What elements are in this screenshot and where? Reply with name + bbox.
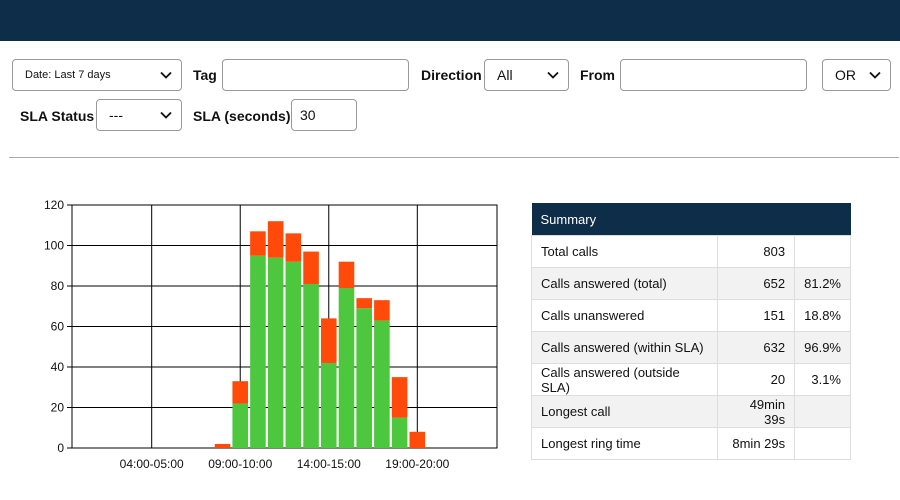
table-row: Calls unanswered 151 18.8%: [531, 299, 851, 332]
row-label: Longest ring time: [531, 427, 718, 460]
direction-select[interactable]: All: [484, 59, 569, 91]
plot-frame: [71, 204, 498, 449]
filter-panel: Date: Last 7 days Tag Direction All From…: [0, 41, 900, 161]
date-range-value: Date: Last 7 days: [25, 69, 159, 81]
bar-within-sla: [285, 261, 302, 448]
bar-outside-sla: [232, 381, 249, 404]
tag-label: Tag: [193, 67, 217, 83]
y-tick-label: 20: [51, 401, 65, 415]
table-row: Total calls 803: [531, 235, 851, 268]
logic-select[interactable]: OR: [822, 59, 891, 91]
row-label: Calls answered (total): [531, 267, 718, 300]
bar-outside-sla: [409, 431, 426, 448]
summary-title: Summary: [531, 203, 851, 236]
bar-outside-sla: [338, 261, 355, 289]
chevron-down-icon: [868, 68, 882, 82]
chevron-down-icon: [159, 68, 173, 82]
row-percent: 18.8%: [794, 299, 851, 332]
sla-status-value: ---: [109, 107, 123, 123]
table-row: Longest ring time 8min 29s: [531, 427, 851, 460]
from-label: From: [580, 67, 615, 83]
calls-chart: 0 20 40 60 80 100 120 04:00-05:00 09:00-10:00 14:…: [30, 195, 510, 485]
bar-outside-sla: [250, 231, 266, 256]
bar-within-sla: [374, 320, 390, 448]
row-label: Calls answered (within SLA): [531, 331, 718, 364]
top-bar: [0, 0, 900, 41]
row-percent: 81.2%: [794, 267, 851, 300]
y-tick-label: 100: [44, 239, 64, 253]
logic-value: OR: [835, 67, 856, 83]
bar-within-sla: [356, 308, 372, 448]
bar-outside-sla: [320, 318, 337, 363]
x-tick-label: 14:00-15:00: [297, 457, 361, 471]
bar-within-sla: [267, 257, 284, 448]
bar-outside-sla: [214, 443, 231, 448]
y-tick-label: 120: [44, 198, 64, 212]
row-label: Calls answered (outside SLA): [531, 363, 718, 396]
y-tick-label: 40: [51, 360, 65, 374]
row-value: 632: [716, 331, 796, 364]
bar-within-sla: [391, 417, 408, 448]
table-row: Calls answered (outside SLA) 20 3.1%: [531, 363, 851, 396]
date-label: Date:: [25, 69, 52, 81]
summary-table: Summary Total calls 803 Calls answered (…: [531, 203, 851, 460]
row-value: 652: [716, 267, 796, 300]
y-tick-label: 60: [51, 320, 65, 334]
row-percent: [794, 235, 851, 268]
sla-seconds-input[interactable]: 30: [291, 99, 357, 131]
row-percent: [794, 395, 851, 428]
bar-within-sla: [320, 362, 337, 448]
bar-outside-sla: [391, 377, 408, 418]
x-tick-label: 04:00-05:00: [120, 457, 184, 471]
bar-within-sla: [303, 283, 319, 448]
x-tick-label: 19:00-20:00: [385, 457, 449, 471]
date-range-select[interactable]: Date: Last 7 days: [12, 59, 182, 91]
summary-header-row: Summary: [531, 203, 851, 236]
y-tick-label: 0: [57, 441, 64, 455]
row-label: Calls unanswered: [531, 299, 718, 332]
row-value: 49min 39s: [716, 395, 796, 428]
x-tick-label: 09:00-10:00: [208, 457, 272, 471]
bar-within-sla: [250, 255, 266, 448]
sla-seconds-label: SLA (seconds): [193, 108, 291, 124]
bar-outside-sla: [356, 298, 372, 309]
bar-within-sla: [232, 403, 249, 448]
date-value: Last 7 days: [54, 69, 111, 81]
chevron-down-icon: [159, 108, 173, 122]
filter-divider: [9, 157, 899, 158]
row-percent: [794, 427, 851, 460]
row-label: Longest call: [531, 395, 718, 428]
bar-outside-sla: [303, 251, 319, 284]
row-value: 8min 29s: [716, 427, 796, 460]
row-percent: 3.1%: [794, 363, 851, 396]
y-tick-label: 80: [51, 279, 65, 293]
table-row: Longest call 49min 39s: [531, 395, 851, 428]
bar-outside-sla: [285, 233, 302, 262]
row-value: 151: [716, 299, 796, 332]
direction-value: All: [497, 67, 513, 83]
bar-outside-sla: [267, 221, 284, 258]
table-row: Calls answered (total) 652 81.2%: [531, 267, 851, 300]
row-label: Total calls: [531, 235, 718, 268]
direction-label: Direction: [421, 67, 482, 83]
tag-input[interactable]: [222, 59, 409, 91]
sla-status-label: SLA Status: [20, 108, 95, 124]
from-input[interactable]: [620, 59, 807, 91]
table-row: Calls answered (within SLA) 632 96.9%: [531, 331, 851, 364]
chevron-down-icon: [546, 68, 560, 82]
bar-outside-sla: [374, 300, 390, 321]
calls-chart-svg: 0 20 40 60 80 100 120 04:00-05:00 09:00-10:00 14:…: [44, 198, 498, 471]
row-value: 803: [716, 235, 796, 268]
row-value: 20: [716, 363, 796, 396]
row-percent: 96.9%: [794, 331, 851, 364]
sla-status-select[interactable]: ---: [96, 99, 182, 131]
bar-within-sla: [338, 288, 355, 448]
